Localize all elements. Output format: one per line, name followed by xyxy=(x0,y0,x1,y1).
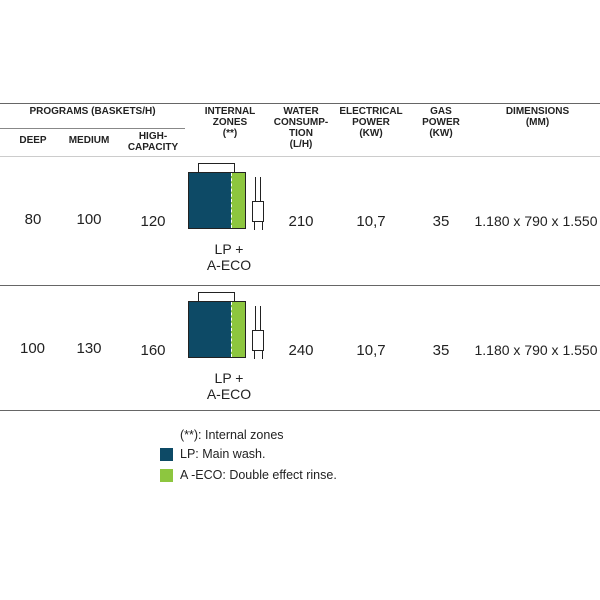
legend-aeco-text: A -ECO: Double effect rinse. xyxy=(180,468,337,482)
row1-deep: 80 xyxy=(24,211,42,228)
dishwasher-zone-diagram-icon xyxy=(188,163,268,235)
row2-zones-label: LP + A-ECO xyxy=(206,370,252,402)
legend-note: (**): Internal zones xyxy=(180,428,284,442)
header-deep: DEEP xyxy=(19,135,47,146)
row2-high-capacity: 160 xyxy=(140,342,166,359)
row1-dimensions: 1.180 x 790 x 1.550 xyxy=(474,213,598,229)
main-wash-swatch xyxy=(160,447,173,461)
header-medium: MEDIUM xyxy=(68,135,110,146)
row1-high-capacity: 120 xyxy=(140,213,166,230)
double-rinse-swatch xyxy=(160,468,173,482)
legend-aeco: A -ECO: Double effect rinse. xyxy=(160,468,337,482)
header-internal-zones: INTERNAL ZONES (**) xyxy=(204,106,256,139)
header-top-rule xyxy=(0,103,600,104)
row2-electrical: 10,7 xyxy=(356,342,386,359)
dishwasher-zone-diagram-icon xyxy=(188,292,268,364)
header-electrical: ELECTRICAL POWER (kW) xyxy=(339,106,403,139)
header-high-capacity: HIGH- CAPACITY xyxy=(127,131,179,153)
row2-gas: 35 xyxy=(432,342,450,359)
row1-gas: 35 xyxy=(432,213,450,230)
row1-bottom-rule xyxy=(0,285,600,286)
header-bottom-rule xyxy=(0,156,600,157)
header-dimensions: DIMENSIONS (mm) xyxy=(505,106,570,128)
programs-subrule xyxy=(0,128,185,129)
legend-note-text: (**): Internal zones xyxy=(180,428,284,442)
row2-bottom-rule xyxy=(0,410,600,411)
row1-electrical: 10,7 xyxy=(356,213,386,230)
row2-dimensions: 1.180 x 790 x 1.550 xyxy=(474,342,598,358)
legend-lp-text: LP: Main wash. xyxy=(180,447,266,461)
header-water: WATER CONSUMP- TION (L/H) xyxy=(273,106,329,150)
row2-water: 240 xyxy=(288,342,314,359)
row1-water: 210 xyxy=(288,213,314,230)
row1-medium: 100 xyxy=(76,211,102,228)
row1-zones-label: LP + A-ECO xyxy=(206,241,252,273)
legend-lp: LP: Main wash. xyxy=(160,447,265,461)
header-programs: PROGRAMS (BASKETS/H) xyxy=(29,106,156,117)
header-gas: GAS POWER (kW) xyxy=(422,106,460,139)
row2-medium: 130 xyxy=(76,340,102,357)
row2-deep: 100 xyxy=(19,340,46,357)
